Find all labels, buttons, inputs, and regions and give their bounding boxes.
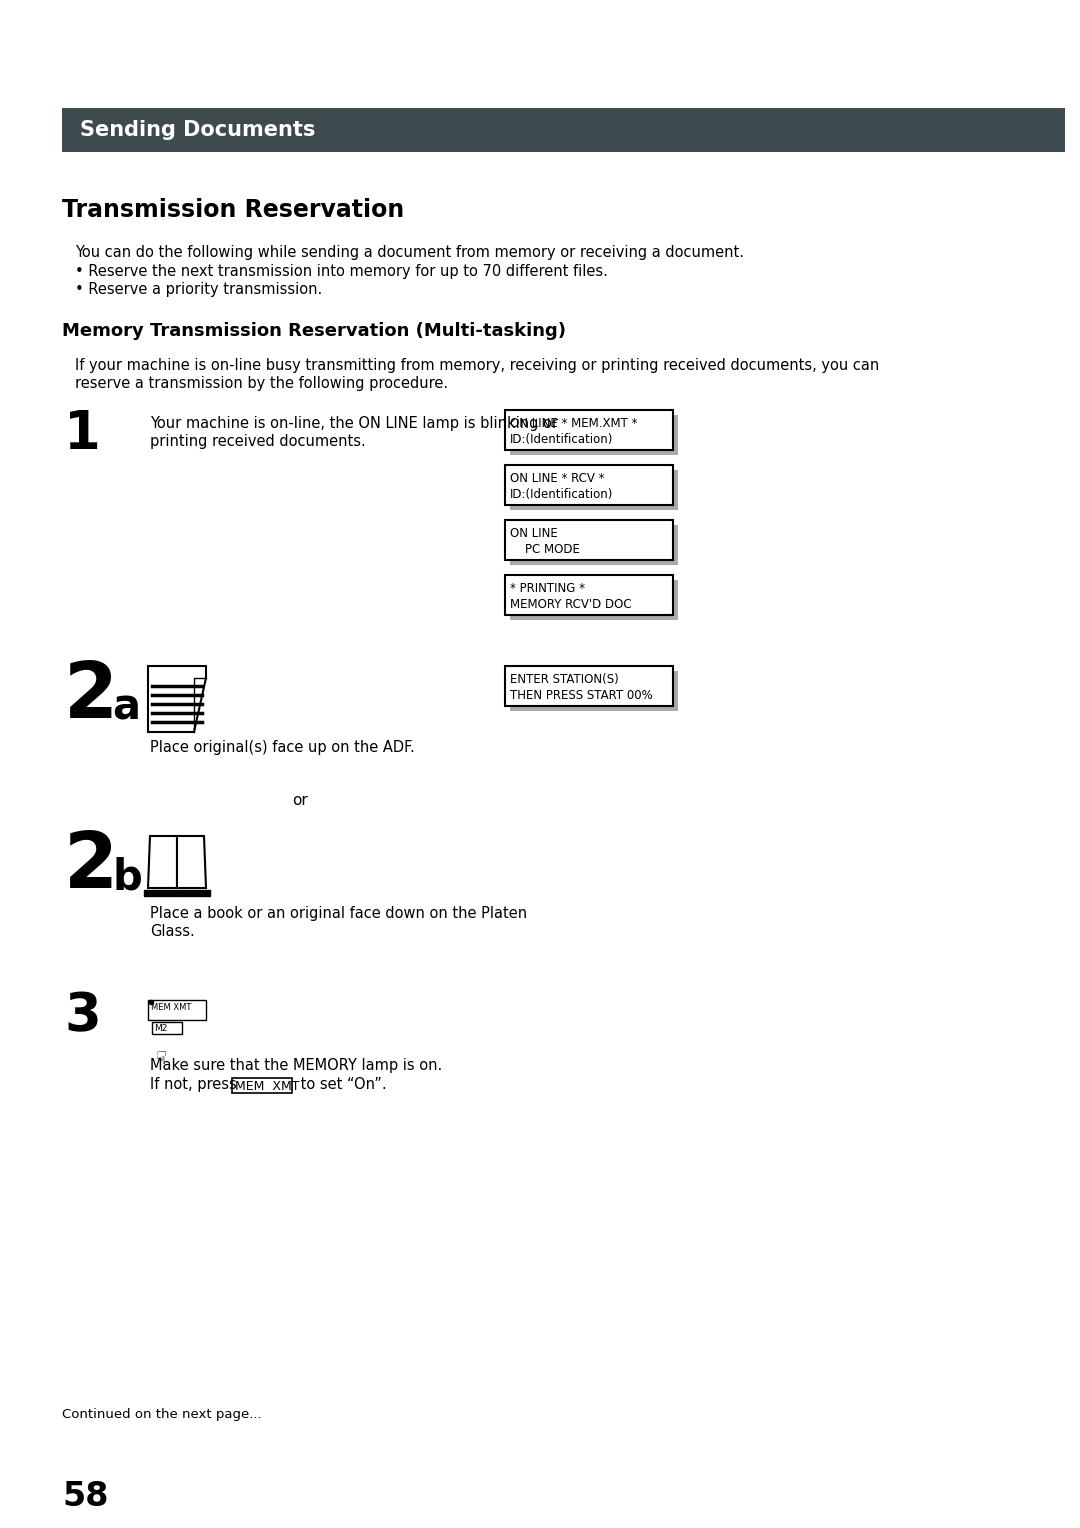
Text: Glass.: Glass.: [150, 924, 194, 940]
Bar: [505, 465, 673, 504]
Bar: [510, 581, 678, 620]
Text: MEM  XMT: MEM XMT: [235, 1080, 299, 1093]
Polygon shape: [148, 666, 206, 732]
Text: b: b: [112, 856, 141, 898]
Text: ON LINE * RCV *: ON LINE * RCV *: [510, 472, 605, 484]
Text: ON LINE * MEM.XMT *: ON LINE * MEM.XMT *: [510, 417, 637, 429]
Text: ID:(Identification): ID:(Identification): [510, 487, 613, 501]
Polygon shape: [148, 836, 177, 888]
Text: PC MODE: PC MODE: [510, 542, 580, 556]
Text: 3: 3: [64, 990, 100, 1042]
Text: reserve a transmission by the following procedure.: reserve a transmission by the following …: [75, 376, 448, 391]
Bar: [505, 666, 673, 706]
Text: • Reserve the next transmission into memory for up to 70 different files.: • Reserve the next transmission into mem…: [75, 264, 608, 280]
Text: 2: 2: [64, 659, 118, 733]
Text: Sending Documents: Sending Documents: [80, 121, 315, 141]
Text: • Reserve a priority transmission.: • Reserve a priority transmission.: [75, 283, 322, 296]
Bar: [510, 416, 678, 455]
Text: Place a book or an original face down on the Platen: Place a book or an original face down on…: [150, 906, 527, 921]
Text: THEN PRESS START 00%: THEN PRESS START 00%: [510, 689, 652, 701]
Bar: [505, 410, 673, 451]
Polygon shape: [177, 836, 206, 888]
Text: MEM XMT: MEM XMT: [151, 1002, 191, 1012]
Text: to set “On”.: to set “On”.: [296, 1077, 387, 1093]
Text: Transmission Reservation: Transmission Reservation: [62, 199, 404, 222]
Text: 1: 1: [64, 408, 100, 460]
Text: a: a: [112, 686, 140, 727]
Text: Make sure that the MEMORY lamp is on.: Make sure that the MEMORY lamp is on.: [150, 1057, 442, 1073]
Text: Continued on the next page...: Continued on the next page...: [62, 1407, 261, 1421]
Bar: [505, 520, 673, 559]
Text: or: or: [292, 793, 308, 808]
Text: You can do the following while sending a document from memory or receiving a doc: You can do the following while sending a…: [75, 244, 744, 260]
Bar: [505, 575, 673, 614]
Text: Memory Transmission Reservation (Multi-tasking): Memory Transmission Reservation (Multi-t…: [62, 322, 566, 341]
Text: ☟: ☟: [156, 1050, 167, 1068]
Bar: [144, 889, 210, 895]
Bar: [148, 999, 206, 1021]
Text: * PRINTING *: * PRINTING *: [510, 582, 585, 594]
Text: Place original(s) face up on the ADF.: Place original(s) face up on the ADF.: [150, 740, 415, 755]
Bar: [62, 108, 1065, 151]
Bar: [232, 1077, 292, 1093]
Text: ENTER STATION(S): ENTER STATION(S): [510, 672, 619, 686]
Text: ON LINE: ON LINE: [510, 527, 557, 539]
Bar: [510, 526, 678, 565]
Text: If not, press: If not, press: [150, 1077, 241, 1093]
Bar: [152, 1022, 183, 1034]
Text: Your machine is on-line, the ON LINE lamp is blinking or: Your machine is on-line, the ON LINE lam…: [150, 416, 558, 431]
Text: ID:(Identification): ID:(Identification): [510, 432, 613, 446]
Text: MEMORY RCV'D DOC: MEMORY RCV'D DOC: [510, 597, 632, 611]
Text: 58: 58: [62, 1481, 108, 1513]
Bar: [510, 671, 678, 711]
Text: 2: 2: [64, 828, 118, 905]
Text: If your machine is on-line busy transmitting from memory, receiving or printing : If your machine is on-line busy transmit…: [75, 358, 879, 373]
Text: printing received documents.: printing received documents.: [150, 434, 366, 449]
Bar: [510, 471, 678, 510]
Text: M2: M2: [154, 1024, 167, 1033]
